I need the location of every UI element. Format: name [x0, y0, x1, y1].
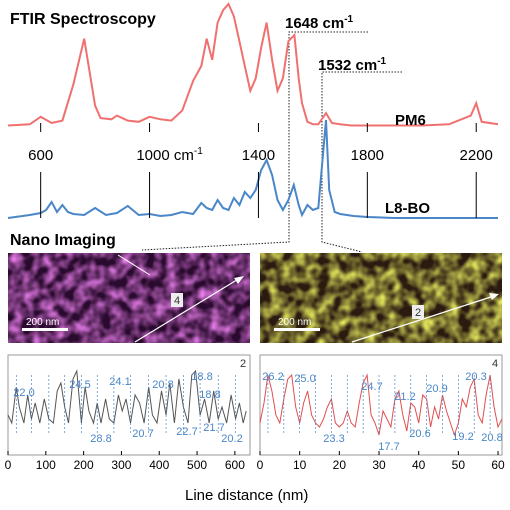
- series-line-pm6: [7, 2, 499, 127]
- marker-right: 2: [415, 307, 421, 319]
- nano-imaging-title: Nano Imaging: [10, 232, 116, 249]
- scale-label-left: 200 nm: [26, 317, 59, 328]
- profile-tick-label-0: 0: [5, 458, 12, 472]
- profile-tick-label-40: 40: [412, 458, 426, 472]
- scale-label-right: 200 nm: [278, 317, 311, 328]
- profile-annotation: 25.0: [294, 373, 315, 385]
- profile-annotation: 22.7: [176, 426, 197, 438]
- profile-tick-label-20: 20: [333, 458, 347, 472]
- profile-annotation: 20.3: [465, 371, 486, 383]
- profile-annotation: 20.8: [481, 432, 502, 444]
- profile-annotation: 24.1: [109, 376, 130, 388]
- marker-left: 4: [174, 295, 180, 307]
- callout-1648: [141, 31, 368, 251]
- ftir-spectra: 600 1000 cm-1 1400 1800 2200: [7, 2, 499, 219]
- profile-tick-label-10: 10: [293, 458, 307, 472]
- nano-image-right: 200 nm 2: [260, 253, 502, 343]
- profile-annotation: 20.8: [152, 379, 173, 391]
- profile-panel-index: 2: [240, 358, 246, 370]
- profile-frame: [7, 354, 251, 456]
- profile-tick-label-100: 100: [36, 458, 56, 472]
- line-scan-arrow-left: [134, 277, 241, 343]
- profile-tick-label-30: 30: [372, 458, 386, 472]
- profile-annotation: 22.0: [13, 387, 34, 399]
- profile-annotation: 21.7: [203, 422, 224, 434]
- profile-panel-index: 4: [492, 358, 498, 370]
- tick-label-600: 600: [28, 147, 53, 164]
- series-label-pm6: PM6: [395, 112, 426, 129]
- profile-annotation: 18.8: [191, 371, 212, 383]
- peak-1648-label: 1648 cm-1: [285, 14, 354, 32]
- profile-tick-label-0: 0: [257, 458, 264, 472]
- profile-annotation: 17.7: [378, 441, 399, 453]
- nano-image-left: 200 nm 4: [8, 253, 250, 343]
- profile-annotation: 20.6: [409, 428, 430, 440]
- profile-trace: [7, 369, 247, 425]
- profile-tick-label-50: 50: [452, 458, 466, 472]
- profile-annotation: 24.5: [69, 379, 90, 391]
- profile-tick-label-60: 60: [491, 458, 505, 472]
- line-profile-left: 0 100 200 300 400 500 600 2 22.0 24.5 24.1 20.8 18.8…: [5, 354, 251, 472]
- tick-label-2200: 2200: [460, 147, 493, 164]
- profile-annotation: 21.2: [394, 391, 415, 403]
- pointer-arrow-left: [117, 254, 151, 276]
- line-profile-right: 0 10 20 30 40 50 60 4 26.2 25.0 23.3 24.7 17.7 21.2 20…: [257, 354, 505, 472]
- scale-bar-right: [274, 328, 320, 331]
- tick-label-1400: 1400: [242, 147, 275, 164]
- figure-title: FTIR Spectroscopy: [10, 11, 156, 28]
- profile-annotation: 19.2: [452, 431, 473, 443]
- profile-tick-label-200: 200: [74, 458, 94, 472]
- profile-annotation: 20.9: [426, 383, 447, 395]
- profile-annotation: 20.7: [132, 428, 153, 440]
- scale-bar-left: [22, 328, 68, 331]
- profile-annotation: 23.3: [323, 433, 344, 445]
- profile-annotation: 28.8: [90, 433, 111, 445]
- profile-tick-label-400: 400: [149, 458, 169, 472]
- profile-annotation: 20.2: [221, 433, 242, 445]
- profile-annotation: 18.8: [199, 389, 220, 401]
- series-line-l8bo: [7, 119, 498, 219]
- series-label-l8bo: L8-BO: [385, 200, 430, 217]
- arrow-head-right: [489, 293, 499, 300]
- profile-tick-label-500: 500: [187, 458, 207, 472]
- profile-annotation: 24.7: [361, 381, 382, 393]
- arrow-head-left: [234, 276, 244, 284]
- profile-frame: [259, 354, 503, 456]
- profile-annotation: 26.2: [262, 371, 283, 383]
- x-axis-label: Line distance (nm): [185, 487, 308, 504]
- tick-label-1000: 1000 cm-1: [136, 146, 203, 164]
- tick-label-1800: 1800: [351, 147, 384, 164]
- peak-1532-label: 1532 cm-1: [318, 56, 387, 74]
- profile-tick-label-600: 600: [225, 458, 245, 472]
- profile-trace: [259, 373, 503, 437]
- profile-tick-label-300: 300: [111, 458, 131, 472]
